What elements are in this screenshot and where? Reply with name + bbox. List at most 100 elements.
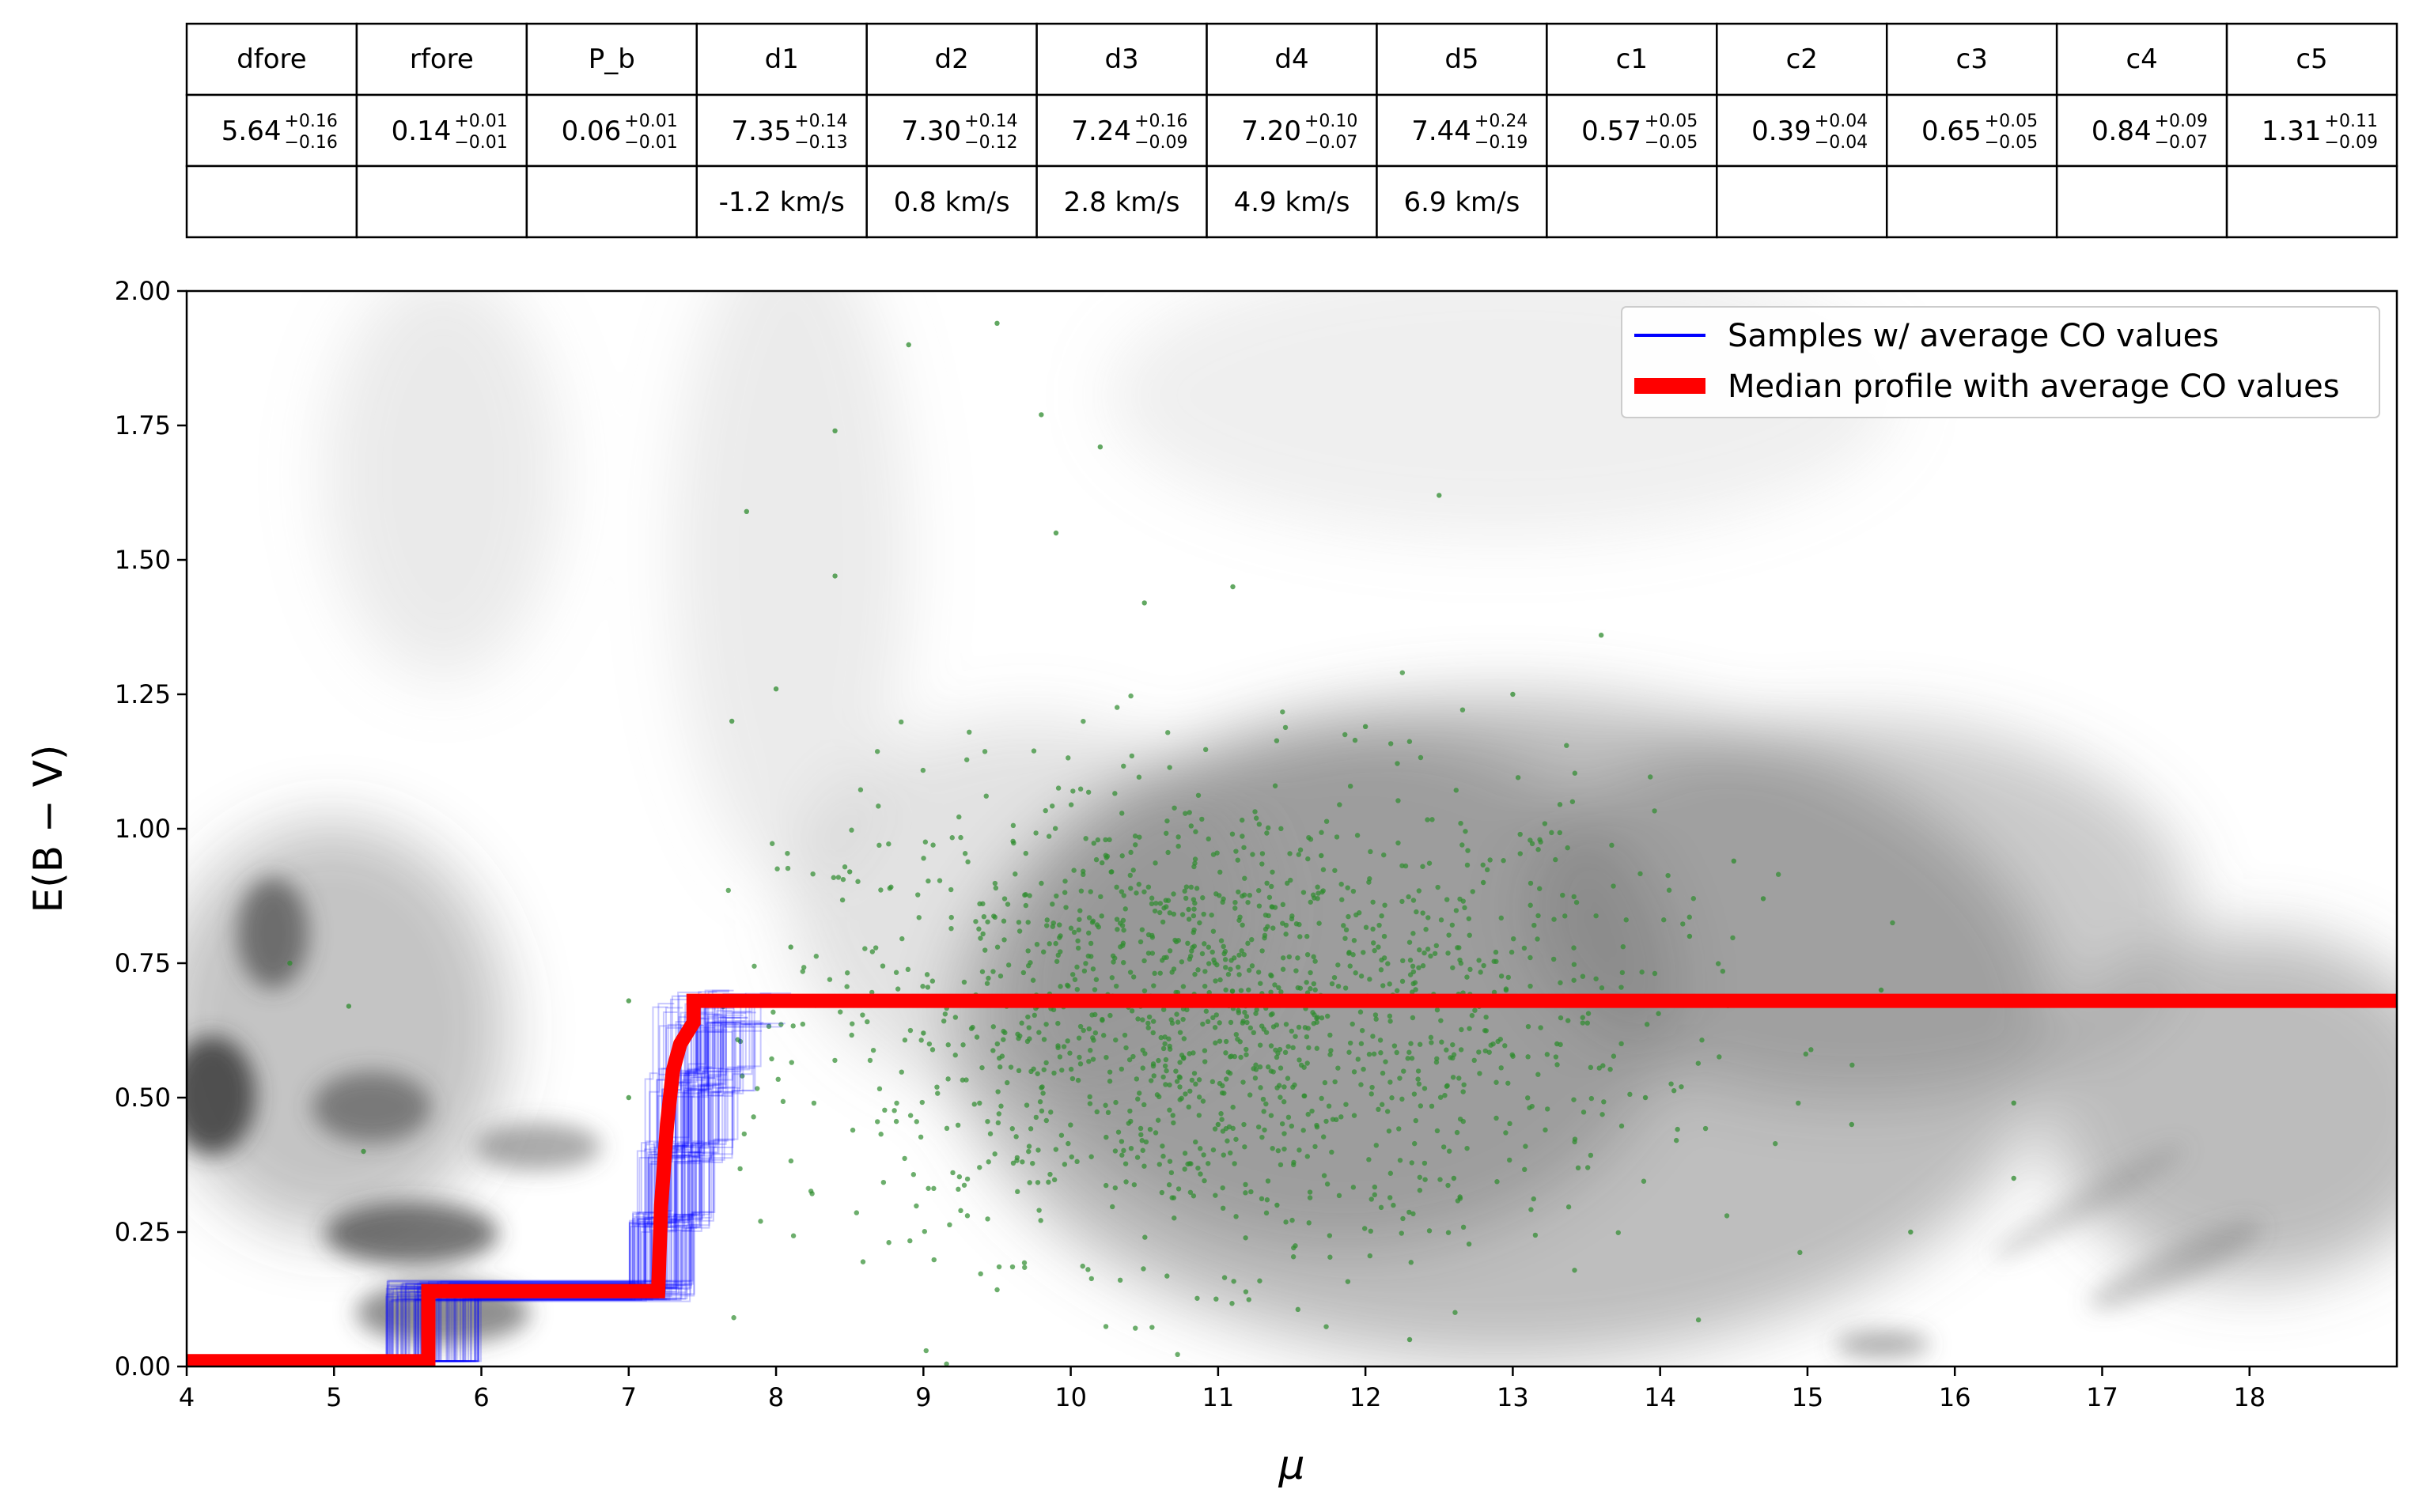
star-point	[1235, 857, 1240, 863]
star-point	[1092, 1011, 1098, 1018]
star-point	[1420, 910, 1425, 916]
star-point	[874, 749, 880, 754]
star-point	[1130, 868, 1136, 873]
star-point	[1354, 833, 1361, 838]
star-point	[1177, 1084, 1183, 1090]
star-point	[1085, 1267, 1091, 1272]
table-header: rfore	[410, 43, 474, 75]
star-point	[1169, 970, 1175, 975]
star-point	[1100, 1018, 1105, 1023]
y-tick-label: 0.00	[115, 1351, 171, 1382]
star-point	[1465, 848, 1471, 853]
star-point	[1505, 1080, 1511, 1086]
star-point	[361, 1148, 366, 1155]
star-point	[996, 1264, 1002, 1270]
star-point	[1236, 972, 1242, 977]
star-point	[1244, 1046, 1249, 1053]
star-point	[1138, 939, 1144, 945]
star-point	[1253, 1062, 1259, 1068]
table-value-lower-error: −0.04	[1815, 133, 1868, 153]
star-point	[1141, 600, 1147, 606]
star-point	[874, 1119, 880, 1125]
star-point	[1357, 1009, 1364, 1015]
star-point	[1361, 950, 1366, 955]
star-point	[1297, 847, 1304, 852]
star-point	[1076, 1035, 1082, 1041]
star-point	[1206, 836, 1211, 842]
star-point	[1233, 1031, 1240, 1038]
star-point	[1507, 1121, 1512, 1127]
star-point	[773, 686, 779, 692]
star-point	[740, 1073, 745, 1079]
star-point	[1283, 1022, 1289, 1027]
star-point	[1075, 1077, 1081, 1083]
star-point	[1538, 839, 1543, 845]
star-point	[1174, 1011, 1179, 1017]
star-point	[942, 1011, 948, 1017]
star-point	[1240, 1079, 1246, 1085]
star-point	[1695, 1317, 1702, 1323]
star-point	[1134, 1076, 1140, 1082]
star-point	[1091, 841, 1096, 846]
star-point	[994, 944, 1001, 950]
star-point	[1409, 1160, 1414, 1166]
star-point	[1192, 900, 1198, 906]
star-point	[1218, 938, 1225, 943]
star-point	[1180, 1056, 1187, 1061]
star-point	[1259, 1023, 1265, 1029]
star-point	[968, 1026, 975, 1031]
star-point	[1319, 852, 1324, 859]
star-point	[1025, 1014, 1031, 1020]
star-point	[1240, 833, 1245, 839]
star-point	[1599, 985, 1605, 991]
star-point	[1033, 830, 1039, 836]
star-point	[923, 1348, 929, 1354]
star-point	[1119, 1139, 1125, 1144]
star-point	[1351, 1113, 1357, 1118]
star-point	[1386, 1128, 1392, 1134]
sample-profile-line	[187, 1030, 733, 1363]
star-point	[1409, 989, 1415, 995]
star-point	[1422, 1177, 1428, 1182]
star-point	[1312, 958, 1318, 964]
star-point	[916, 915, 922, 920]
star-point	[1211, 957, 1217, 963]
star-point	[1537, 886, 1543, 891]
star-point	[1250, 852, 1255, 857]
star-point	[1510, 1053, 1516, 1059]
sample-profile-line	[187, 1026, 755, 1363]
star-point	[1016, 1068, 1022, 1074]
table-value: 0.84	[2092, 115, 2152, 147]
star-point	[1446, 1148, 1452, 1154]
x-tick-label: 14	[1644, 1382, 1676, 1412]
star-point	[1273, 1047, 1278, 1053]
star-point	[1205, 1019, 1211, 1025]
star-point	[1221, 943, 1226, 950]
star-point	[1005, 962, 1012, 968]
star-point	[1126, 1057, 1133, 1063]
table-value: 0.06	[562, 115, 622, 147]
star-point	[1308, 899, 1313, 905]
star-point	[1535, 936, 1540, 942]
star-point	[1119, 853, 1125, 859]
star-point	[1120, 943, 1126, 948]
star-point	[1285, 1114, 1292, 1121]
star-point	[1015, 1189, 1020, 1195]
star-point	[1414, 909, 1419, 915]
star-point	[1160, 1143, 1165, 1149]
star-point	[1264, 830, 1270, 836]
star-point	[1585, 1011, 1592, 1016]
star-point	[1230, 1104, 1236, 1110]
star-point	[1095, 837, 1101, 843]
star-point	[1177, 1060, 1183, 1065]
star-point	[1071, 929, 1077, 936]
star-point	[1024, 1038, 1031, 1045]
star-point	[1295, 955, 1300, 961]
star-point	[1394, 1049, 1399, 1056]
table-value: 7.20	[1241, 115, 1301, 147]
star-point	[1265, 1178, 1271, 1184]
star-point	[1165, 898, 1172, 903]
star-point	[1469, 1012, 1475, 1019]
star-point	[1162, 1063, 1168, 1069]
star-point	[1071, 868, 1077, 873]
